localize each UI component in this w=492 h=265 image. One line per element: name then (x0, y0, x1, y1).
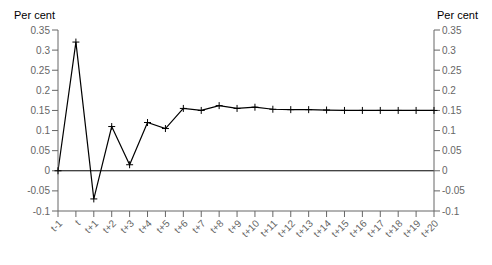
svg-text:0.1: 0.1 (442, 125, 456, 136)
svg-text:0.15: 0.15 (31, 105, 51, 116)
svg-text:0.2: 0.2 (442, 85, 456, 96)
html-text:Per cent: Per cent (14, 9, 55, 21)
svg-text:t+19: t+19 (401, 217, 423, 239)
svg-text:t+13: t+13 (293, 217, 315, 239)
svg-text:0.25: 0.25 (442, 65, 462, 76)
svg-text:t: t (73, 218, 83, 228)
html-text:Per cent: Per cent (437, 9, 478, 21)
svg-text:t+2: t+2 (100, 217, 118, 235)
svg-text:t+20: t+20 (419, 217, 441, 239)
svg-text:t+4: t+4 (136, 217, 154, 235)
svg-text:t+5: t+5 (154, 217, 172, 235)
svg-text:0.05: 0.05 (442, 145, 462, 156)
svg-text:t+14: t+14 (311, 217, 333, 239)
svg-text:0.15: 0.15 (442, 105, 462, 116)
svg-text:t-1: t-1 (48, 217, 64, 233)
svg-text:t+7: t+7 (190, 217, 208, 235)
svg-text:t+15: t+15 (329, 217, 351, 239)
svg-text:t+17: t+17 (365, 217, 387, 239)
svg-text:-0.1: -0.1 (33, 206, 51, 217)
svg-text:t+1: t+1 (82, 217, 100, 235)
svg-text:t+9: t+9 (225, 217, 244, 236)
svg-text:0.35: 0.35 (31, 25, 51, 36)
svg-text:0: 0 (442, 165, 448, 176)
svg-text:0.2: 0.2 (36, 85, 50, 96)
svg-text:0: 0 (44, 165, 50, 176)
svg-text:0.3: 0.3 (442, 45, 456, 56)
svg-text:-0.05: -0.05 (442, 185, 465, 196)
svg-text:-0.05: -0.05 (27, 185, 50, 196)
svg-text:t+3: t+3 (118, 217, 136, 235)
svg-text:-0.1: -0.1 (442, 206, 460, 217)
svg-text:t+11: t+11 (258, 217, 280, 239)
svg-text:t+6: t+6 (172, 217, 190, 235)
svg-text:t+16: t+16 (347, 217, 369, 239)
svg-text:0.3: 0.3 (36, 45, 50, 56)
svg-text:0.05: 0.05 (31, 145, 51, 156)
svg-text:0.35: 0.35 (442, 25, 462, 36)
svg-text:0.1: 0.1 (36, 125, 50, 136)
svg-text:t+10: t+10 (240, 217, 262, 239)
svg-text:t+18: t+18 (383, 217, 405, 239)
svg-text:t+8: t+8 (208, 217, 226, 235)
svg-text:0.25: 0.25 (31, 65, 51, 76)
svg-text:t+12: t+12 (275, 217, 297, 239)
